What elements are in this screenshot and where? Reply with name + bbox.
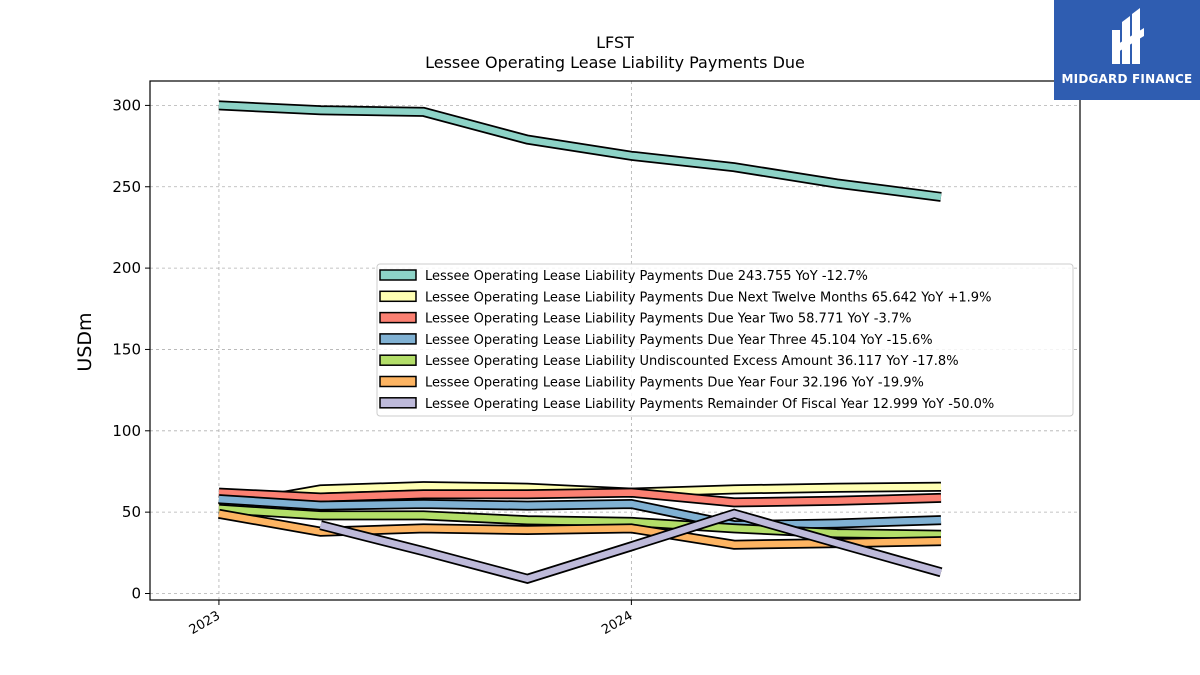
y-tick-label: 0 bbox=[131, 584, 141, 602]
legend-entry: Lessee Operating Lease Liability Payment… bbox=[425, 376, 924, 391]
y-axis-label: USDm bbox=[74, 312, 96, 371]
y-tick-label: 100 bbox=[112, 422, 141, 440]
legend-entry: Lessee Operating Lease Liability Payment… bbox=[425, 333, 933, 348]
chart-subtitle: Lessee Operating Lease Liability Payment… bbox=[425, 53, 805, 72]
legend-entry: Lessee Operating Lease Liability Payment… bbox=[425, 397, 994, 412]
legend: Lessee Operating Lease Liability Payment… bbox=[376, 263, 1074, 417]
y-tick-label: 150 bbox=[112, 340, 141, 358]
series-line-stroke bbox=[218, 505, 942, 538]
y-tick-label: 50 bbox=[122, 503, 141, 521]
legend-swatch bbox=[379, 397, 417, 409]
legend-swatch bbox=[379, 290, 417, 303]
legend-entry: Lessee Operating Lease Liability Payment… bbox=[425, 312, 911, 327]
logo-mark-icon bbox=[1112, 8, 1144, 64]
chart-title: LFST bbox=[596, 33, 634, 52]
series-line bbox=[218, 494, 942, 531]
legend-box bbox=[376, 263, 1074, 417]
legend-swatch bbox=[379, 354, 417, 366]
y-tick-label: 200 bbox=[112, 259, 141, 277]
brand-logo: MIDGARD FINANCE bbox=[1054, 0, 1200, 100]
series-line bbox=[218, 503, 942, 540]
plot-frame bbox=[149, 80, 1081, 601]
series-line-stroke bbox=[218, 102, 942, 201]
legend-swatch bbox=[379, 375, 417, 388]
legend-swatch bbox=[379, 269, 417, 281]
logo-text: MIDGARD FINANCE bbox=[1061, 72, 1193, 86]
series-line-stroke bbox=[218, 489, 942, 506]
series-line bbox=[218, 100, 942, 202]
legend-swatch bbox=[379, 311, 417, 324]
y-tick-label: 250 bbox=[112, 178, 141, 196]
series-line-stroke bbox=[218, 495, 942, 529]
legend-entry: Lessee Operating Lease Liability Payment… bbox=[425, 269, 868, 284]
legend-entry: Lessee Operating Lease Liability Payment… bbox=[425, 290, 991, 305]
x-tick-label: 2023 bbox=[187, 608, 223, 638]
series-lines bbox=[218, 100, 943, 585]
axes: 0 50 100 150 200 250 300 2023 2024 bbox=[112, 96, 635, 638]
legend-entry: Lessee Operating Lease Liability Undisco… bbox=[425, 354, 959, 369]
series-line-stroke bbox=[319, 510, 942, 583]
series-line bbox=[218, 487, 942, 508]
series-line bbox=[319, 508, 943, 585]
x-tick-label: 2024 bbox=[599, 608, 635, 638]
y-tick-label: 300 bbox=[112, 96, 141, 114]
legend-swatch bbox=[379, 333, 417, 345]
